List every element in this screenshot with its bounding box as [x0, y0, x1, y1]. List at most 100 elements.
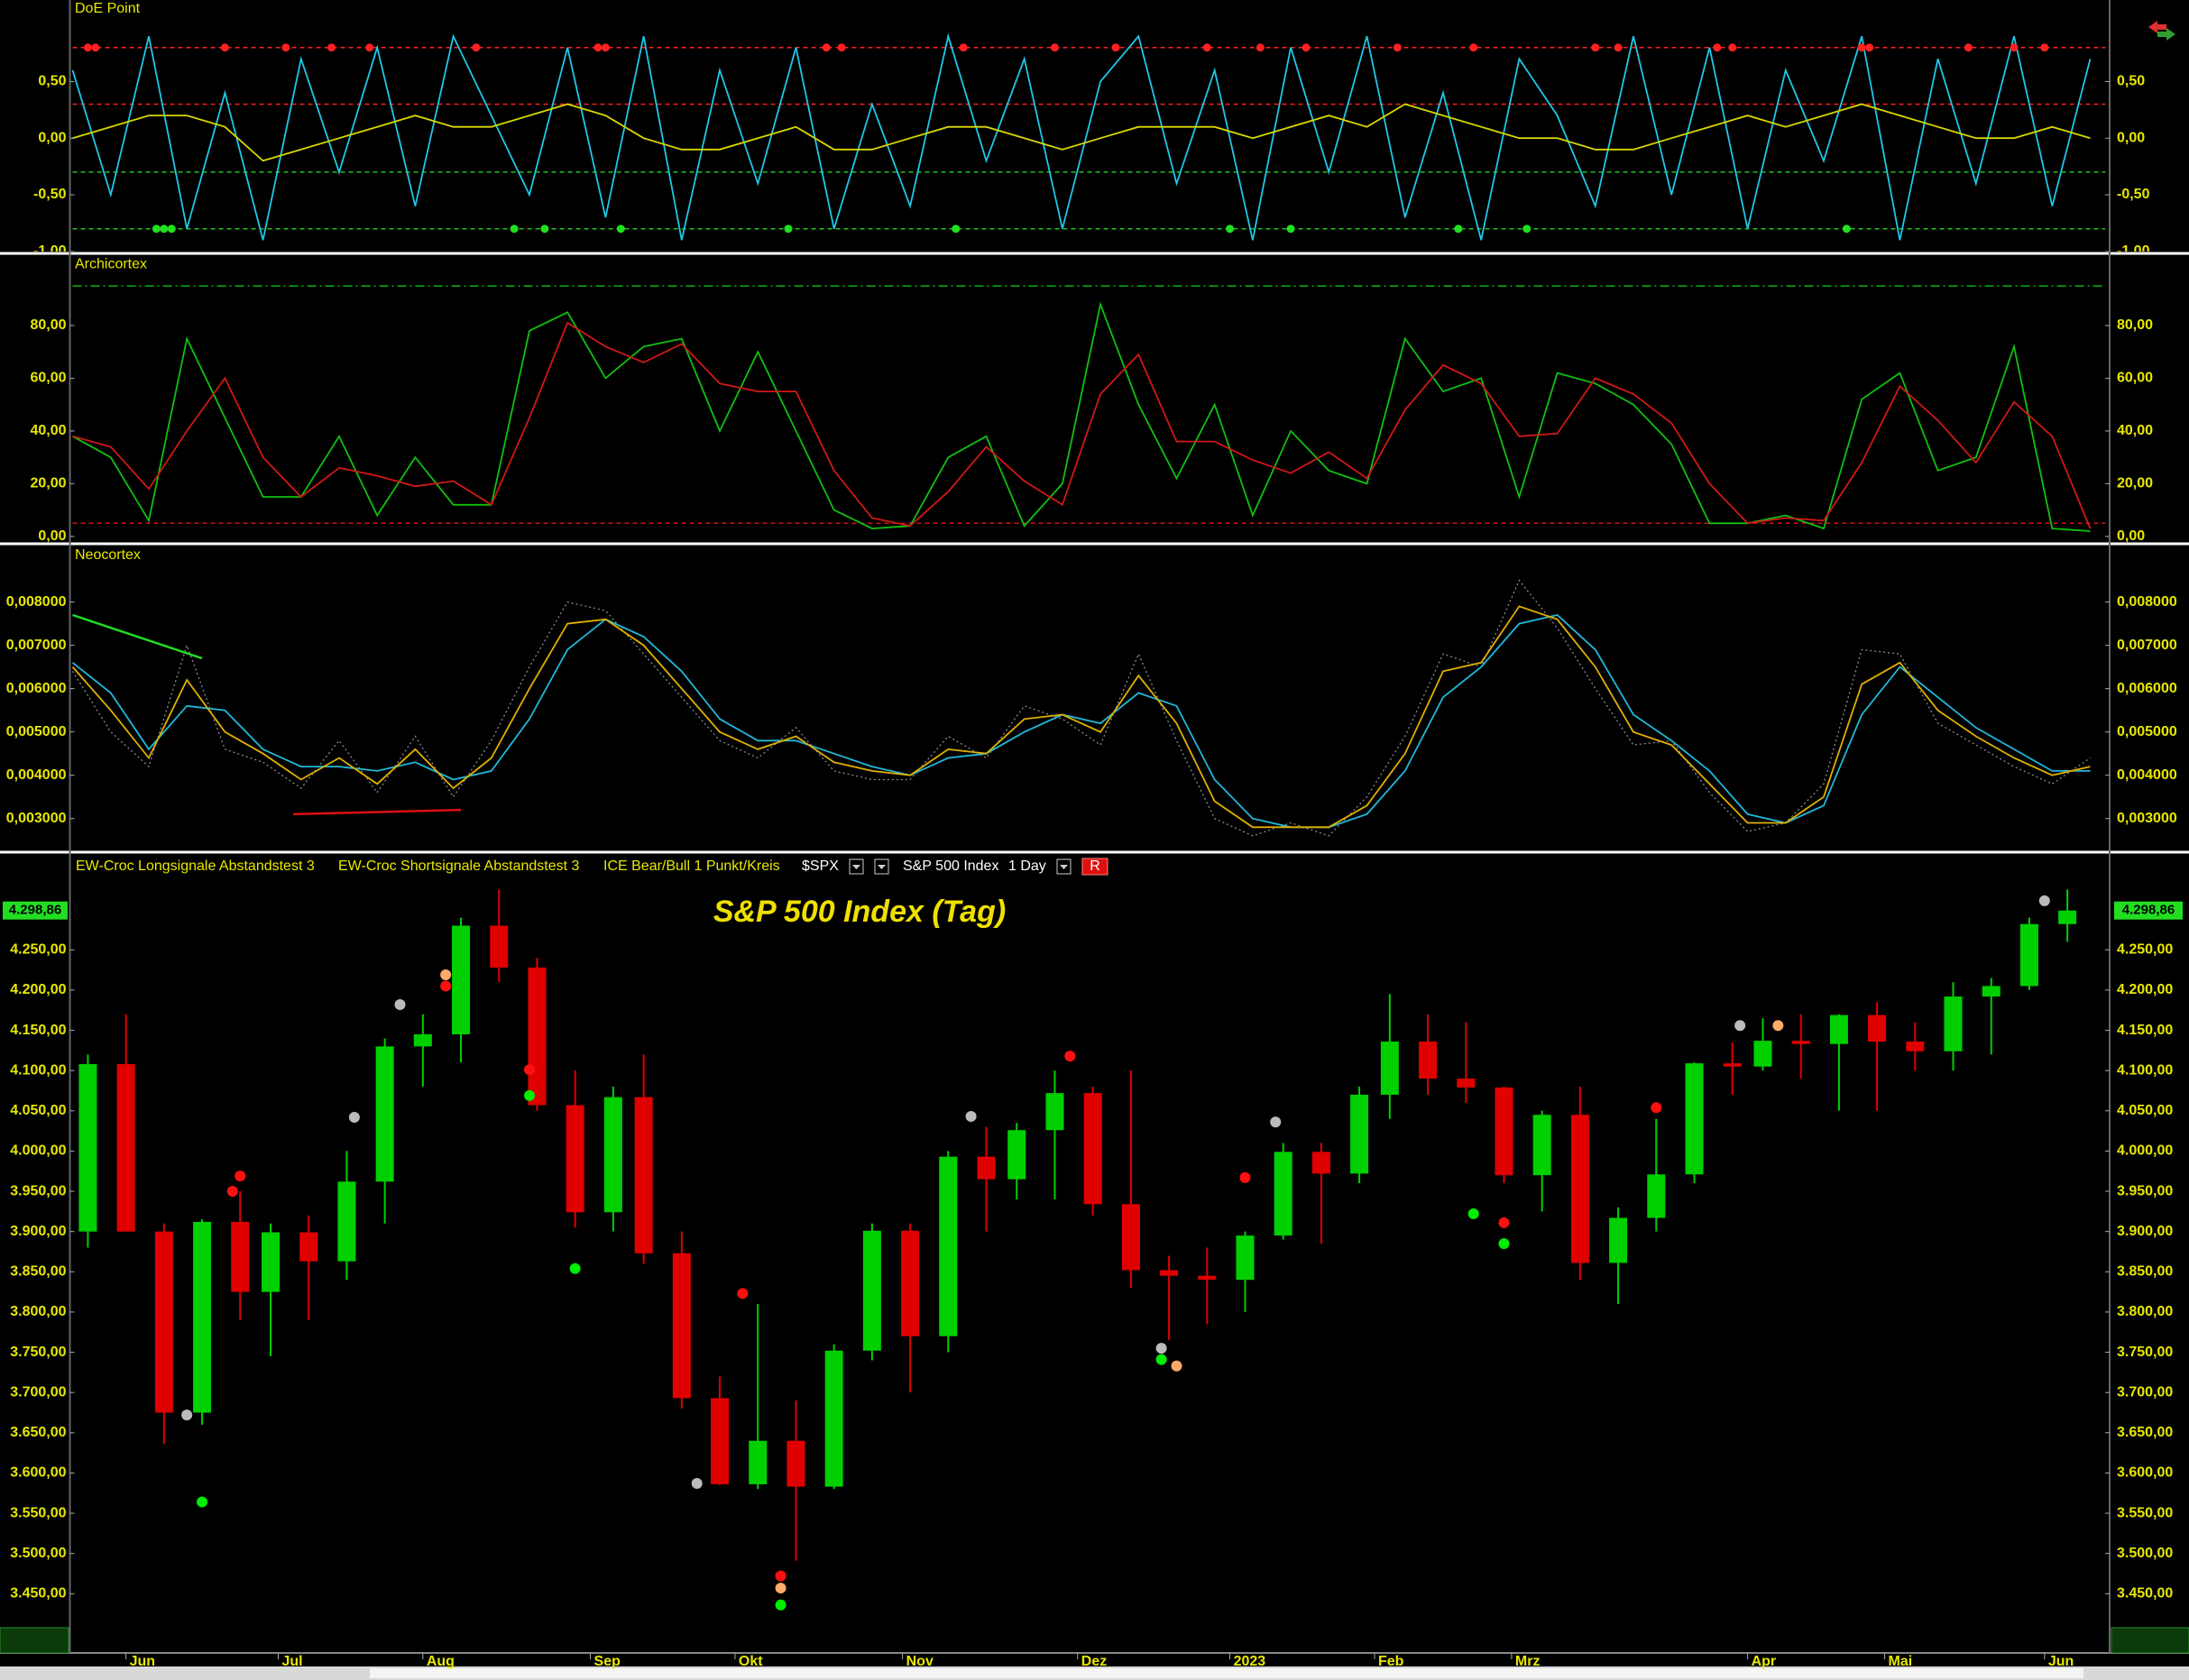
candle-body — [337, 1181, 356, 1262]
y-tick-label: 3.700,00 — [2117, 1384, 2173, 1400]
y-tick-label: 3.550,00 — [2117, 1505, 2173, 1520]
signal-dot — [952, 225, 961, 234]
candle-body — [1198, 1275, 1217, 1281]
y-tick-label: 0,007000 — [2117, 638, 2177, 653]
signal-dot — [1239, 1171, 1251, 1183]
candle-body — [1350, 1094, 1369, 1174]
signal-dot — [1454, 225, 1463, 234]
signal-dot — [1865, 43, 1874, 52]
y-tick-label: 3.650,00 — [10, 1425, 66, 1440]
y-tick-label: 0,00 — [38, 130, 66, 145]
candle-body — [824, 1350, 843, 1487]
trendline — [72, 613, 203, 660]
candle-body — [1007, 1130, 1026, 1180]
signal-dot — [440, 969, 452, 980]
y-tick-label: 40,00 — [30, 423, 66, 438]
dropdown[interactable] — [874, 858, 889, 875]
panel-title: Archicortex — [75, 257, 147, 272]
candle-body — [1723, 1063, 1742, 1067]
y-tick-label: 0,004000 — [6, 767, 67, 783]
signal-dot — [226, 1186, 238, 1198]
series-line — [71, 614, 2091, 829]
signal-dot — [1202, 43, 1211, 52]
signal-dot — [510, 225, 519, 234]
y-tick-label: 4.050,00 — [10, 1103, 66, 1118]
signal-dot — [1734, 1020, 1746, 1032]
y-tick-label: 4.250,00 — [2117, 942, 2173, 958]
candle-body — [1829, 1014, 1848, 1044]
candle-body — [634, 1097, 653, 1253]
y-tick-label: 60,00 — [2117, 371, 2153, 386]
candle-body — [1457, 1079, 1476, 1088]
signal-dot — [1857, 43, 1866, 52]
y-tick-label: 3.750,00 — [2117, 1345, 2173, 1360]
y-tick-label: -0,50 — [33, 187, 67, 202]
signal-dot — [235, 1170, 246, 1182]
y-tick-label: 4.000,00 — [2117, 1143, 2173, 1159]
signal-dot — [1226, 225, 1235, 234]
y-tick-label: 3.500,00 — [2117, 1546, 2173, 1561]
panel-title: Neocortex — [75, 547, 141, 563]
signal-dot — [472, 43, 481, 52]
signal-dot — [1498, 1238, 1510, 1250]
signal-dot — [1301, 43, 1311, 52]
y-tick-label: 80,00 — [2117, 317, 2153, 333]
signal-dot — [1064, 1051, 1076, 1062]
y-tick-label: 40,00 — [2117, 423, 2153, 438]
signal-dot — [2010, 43, 2019, 52]
y-tick-label: 0,006000 — [6, 681, 67, 696]
r-button[interactable] — [1081, 858, 1108, 876]
symbol[interactable]: $SPX — [802, 858, 839, 874]
y-tick-label: -1,00 — [33, 243, 67, 259]
sync-icon[interactable] — [2148, 21, 2175, 41]
panel — [71, 32, 2106, 241]
signal-dot — [1651, 1102, 1662, 1114]
y-tick-label: 4.200,00 — [2117, 982, 2173, 997]
signal-dot — [616, 225, 625, 234]
y-tick-label: 4.150,00 — [10, 1023, 66, 1038]
signal-dot — [1171, 1360, 1182, 1372]
y-tick-label: 3.800,00 — [10, 1304, 66, 1319]
last-price-box — [2114, 901, 2183, 920]
signal-dot — [1591, 43, 1600, 52]
y-tick-label: 0,008000 — [6, 594, 67, 610]
candle-body — [939, 1156, 958, 1336]
y-tick-label: 0,006000 — [2117, 681, 2177, 696]
candle-body — [1495, 1087, 1513, 1176]
y-tick-label: 3.600,00 — [2117, 1465, 2173, 1481]
dropdown[interactable] — [849, 858, 864, 875]
signal-dot — [1772, 1020, 1784, 1032]
candle-body — [78, 1064, 97, 1232]
candle-body — [977, 1156, 996, 1180]
candle-body — [749, 1440, 768, 1484]
signal-dot — [1286, 225, 1295, 234]
x-tick-label: Dez — [1081, 1654, 1107, 1669]
x-tick-label: Feb — [1378, 1654, 1404, 1669]
y-tick-label: 0,00 — [2117, 528, 2145, 544]
dropdown[interactable] — [1056, 858, 1072, 875]
y-tick-label: 3.450,00 — [2117, 1586, 2173, 1602]
signal-dot — [365, 43, 374, 52]
candle-body — [299, 1232, 318, 1262]
x-tick-label: Apr — [1752, 1654, 1777, 1669]
signal-dot — [394, 998, 406, 1010]
candle-body — [1045, 1093, 1064, 1131]
y-tick-label: 0,00 — [38, 528, 66, 544]
signal-dot — [1713, 43, 1722, 52]
signal-dot — [91, 43, 100, 52]
candle-body — [901, 1230, 920, 1336]
signal-dot — [1964, 43, 1973, 52]
scroll-thumb[interactable] — [370, 1668, 2083, 1678]
candle-body — [1160, 1270, 1179, 1276]
candle-body — [413, 1034, 432, 1047]
x-tick-label: Mai — [1889, 1654, 1913, 1669]
signal-dot — [440, 980, 452, 992]
dropdown-arrow — [878, 865, 886, 869]
signal-dot — [965, 1111, 977, 1123]
candle-body — [1791, 1041, 1810, 1044]
signal-dot — [569, 1262, 581, 1274]
corner-box — [0, 1627, 69, 1654]
signal-dot — [1270, 1116, 1282, 1128]
